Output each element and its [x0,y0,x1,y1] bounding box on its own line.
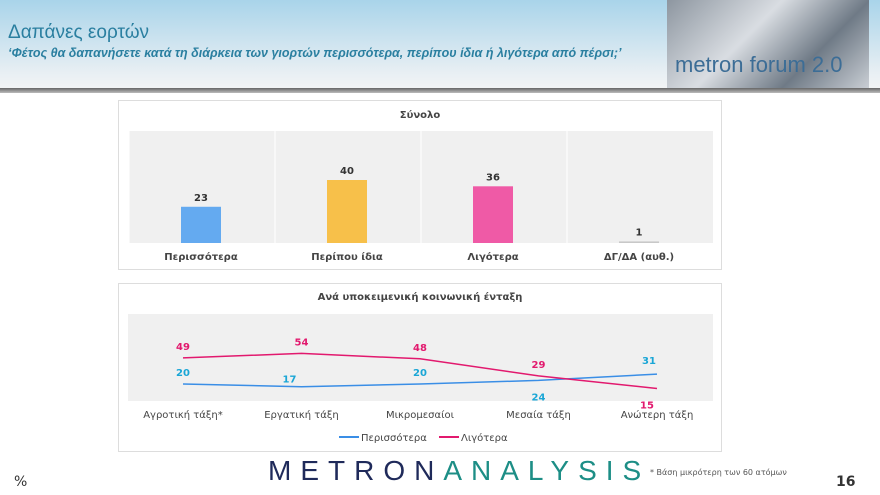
bar-chart-panel: Σύνολο 23 Περισσότερα 40 Περίπου ίδια 36 Λιγότ… [118,100,722,270]
line-chart: Ανά υποκειμενική κοινωνική ένταξη 20 17 20 2… [128,291,713,444]
category-label: Ανώτερη τάξη [621,409,694,421]
metron-forum-logo: metron forum 2.0 [667,0,869,88]
legend-label: Λιγότερα [461,432,508,444]
bar-chart: Σύνολο 23 Περισσότερα 40 Περίπου ίδια 36 Λιγότ… [128,109,713,263]
page-number: 16 [836,474,856,490]
data-label: 31 [642,356,656,367]
category-label: Περισσότερα [164,251,238,263]
category-label: Λιγότερα [467,251,518,263]
slide-title: Δαπάνες εορτών [8,22,150,43]
forum-logo-text: metron forum 2.0 [675,52,843,77]
chart-title: Ανά υποκειμενική κοινωνική ένταξη [318,291,523,303]
data-label: 36 [486,172,500,183]
data-label: 24 [532,392,546,403]
category-label: Περίπου ίδια [311,251,383,263]
category-label: ΔΓ/ΔΑ (αυθ.) [604,252,674,263]
data-label: 15 [640,401,654,412]
metron-analysis-logo: METRONANALYSIS [268,455,651,486]
data-label: 20 [413,368,427,379]
data-label: 40 [340,166,354,177]
bar-2 [473,186,513,243]
bar-0 [181,206,221,243]
data-label: 49 [176,342,190,353]
header-divider [0,88,880,93]
legend-label: Περισσότερα [361,432,427,444]
bar-1 [327,180,367,243]
category-label: Μικρομεσαίοι [386,409,455,421]
data-label: 1 [636,227,643,238]
chart-title: Σύνολο [400,109,441,121]
footnote: * Βάση μικρότερη των 60 ατόμων [650,468,787,477]
bar-3 [619,241,659,243]
series-line-1 [182,352,658,390]
line-chart-panel: Ανά υποκειμενική κοινωνική ένταξη 20 17 20 2… [118,283,722,452]
data-label: 23 [194,193,208,204]
category-label: Αγροτική τάξη* [143,409,223,421]
plot-area [128,314,713,401]
data-label: 48 [413,343,427,354]
data-label: 29 [532,360,546,371]
slide-subtitle: ‘Φέτος θα δαπανήσετε κατά τη διάρκεια τω… [8,46,622,60]
data-label: 17 [283,375,297,386]
category-label: Εργατική τάξη [264,409,339,421]
category-label: Μεσαία τάξη [506,409,571,421]
data-label: 54 [295,337,309,348]
unit-label: % [14,474,28,490]
data-label: 20 [176,368,190,379]
series-line-0 [182,373,658,388]
